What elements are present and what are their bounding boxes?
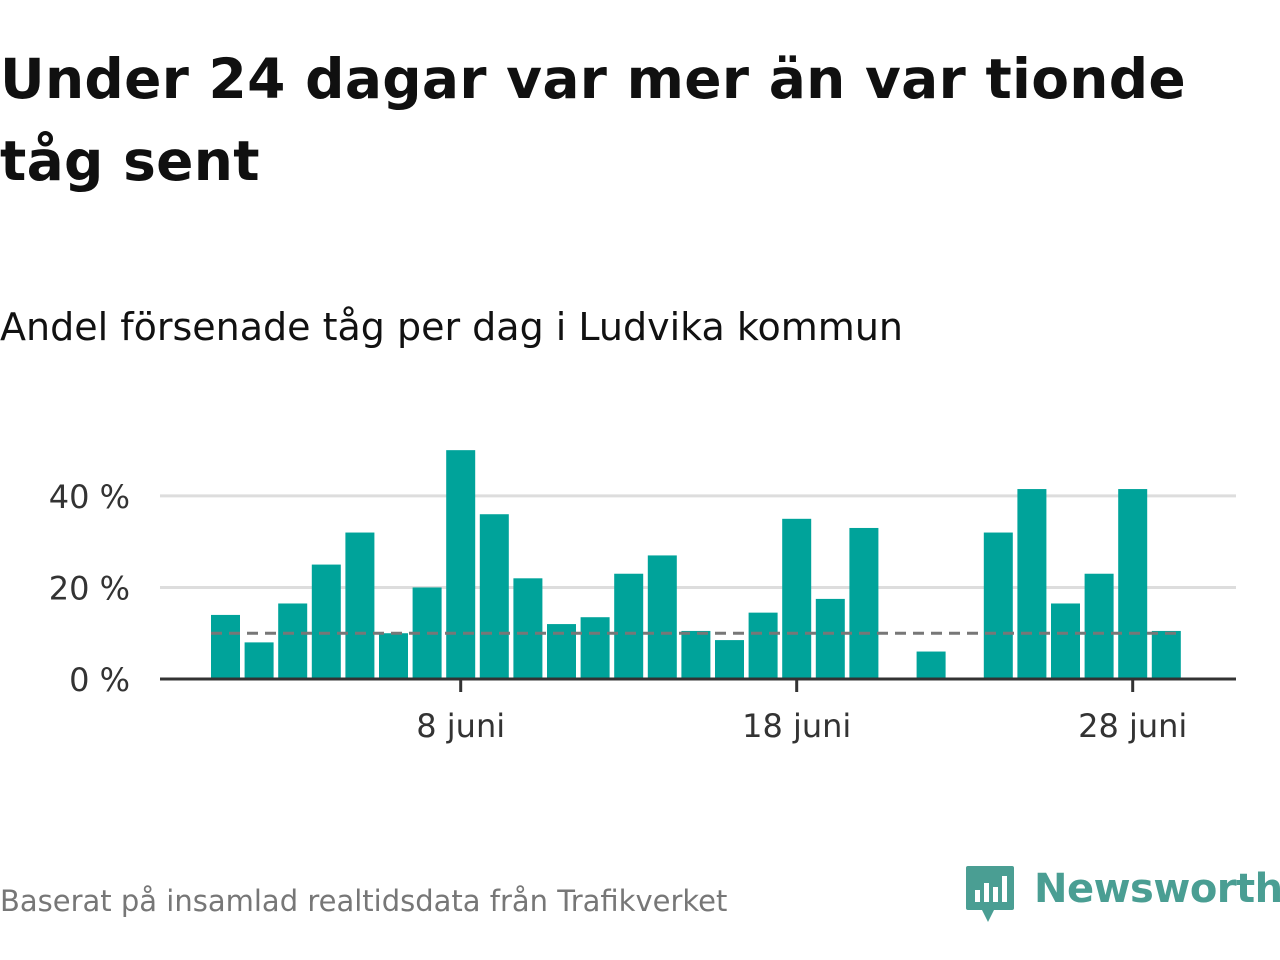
bar <box>211 614 240 679</box>
bar <box>681 630 711 679</box>
bar <box>715 640 744 679</box>
bar <box>983 532 1013 679</box>
chart-title: Under 24 dagar var mer än var tionde tåg… <box>0 47 1187 193</box>
bar <box>815 598 845 679</box>
bar <box>345 532 375 679</box>
y-tick-label: 0 % <box>69 661 130 699</box>
brand-logo[interactable]: Newsworthy <box>964 864 1280 928</box>
bar <box>513 578 543 679</box>
bar <box>916 651 946 679</box>
bar <box>379 633 408 679</box>
bar <box>580 617 610 679</box>
x-tick-label: 18 juni <box>742 707 851 745</box>
y-tick-label: 20 % <box>49 569 130 607</box>
bar <box>1151 630 1181 679</box>
x-tick-label: 8 juni <box>416 707 505 745</box>
bar <box>1051 603 1080 679</box>
bar <box>614 573 644 679</box>
bar <box>1017 489 1047 679</box>
bar <box>1118 489 1148 679</box>
bar <box>479 514 509 679</box>
bar <box>278 603 308 679</box>
bar <box>647 555 677 679</box>
bar <box>311 564 341 679</box>
y-tick-label: 40 % <box>49 478 130 516</box>
bar <box>748 612 778 679</box>
bar <box>849 527 879 679</box>
bar <box>446 450 476 679</box>
x-tick-label: 28 juni <box>1078 707 1187 745</box>
bar-chart: 0 % 20 % 40 % 8 juni 18 juni 28 juni <box>49 450 1236 745</box>
bar <box>1084 573 1114 679</box>
bar <box>782 518 812 679</box>
newsworthy-logo-icon <box>966 866 1014 922</box>
brand-name: Newsworthy <box>1034 866 1280 912</box>
bar <box>244 642 274 679</box>
chart-subtitle: Andel försenade tåg per dag i Ludvika ko… <box>0 305 903 349</box>
source-note: Baserat på insamlad realtidsdata från Tr… <box>0 884 728 918</box>
